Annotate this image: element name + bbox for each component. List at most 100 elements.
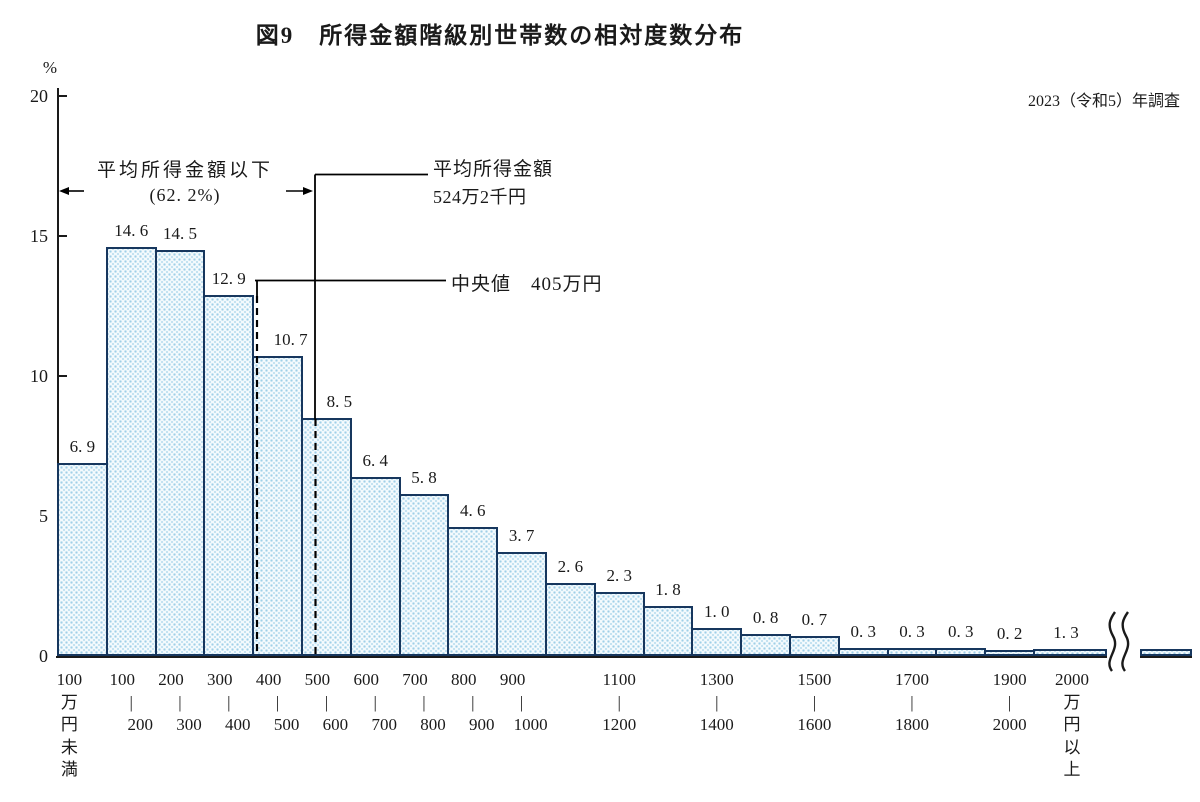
bar-value-label: 14. 5 — [163, 224, 197, 243]
x-axis-label-from: 900 — [499, 670, 526, 689]
bar — [105, 247, 157, 656]
x-axis-label-separator: | — [227, 692, 231, 712]
x-axis-label-to: 2000 — [992, 715, 1027, 734]
x-axis-label-char: 円 — [1063, 715, 1081, 734]
x-axis-label-char: 上 — [1063, 760, 1081, 779]
bar — [935, 647, 987, 656]
x-axis-line-after-break — [1140, 656, 1192, 658]
bar — [837, 647, 889, 656]
x-axis-label-separator: | — [324, 692, 329, 712]
x-axis-label-to: 200 — [127, 715, 153, 734]
bar-value-label: 0. 2 — [996, 624, 1023, 644]
y-axis-tick-label: 20 — [30, 86, 48, 106]
x-axis-label-from: 1300 — [699, 670, 734, 689]
x-axis-label-from: 400 — [255, 670, 282, 689]
bar — [203, 294, 255, 656]
x-axis-label-from: 1900 — [992, 670, 1027, 689]
bar — [593, 591, 645, 656]
x-axis-label-from: 1100 — [602, 670, 636, 689]
x-axis-label: 500 | 600 — [294, 669, 358, 737]
x-axis-label: 900 | 1000 — [490, 669, 554, 737]
bar-value-label: 10. 7 — [273, 330, 308, 350]
x-axis-label-separator: | — [129, 692, 133, 712]
x-axis-label-char: 万 — [60, 692, 78, 712]
x-axis-label-to: 1000 — [513, 715, 548, 734]
left-arrow-icon — [59, 187, 69, 195]
bar-value-label: 0. 8 — [752, 607, 779, 627]
x-axis-label-to: 1800 — [895, 715, 929, 734]
x-axis-label: 1300 | 1400 — [685, 669, 749, 737]
x-axis-label: 400 | 500 — [246, 669, 310, 737]
x-axis-label-to: 1400 — [699, 715, 734, 734]
x-axis-label-separator: | — [519, 692, 524, 712]
bar — [691, 628, 743, 656]
bar-value-label: 6. 9 — [69, 436, 96, 456]
x-axis-label-to: 800 — [420, 715, 446, 734]
bar-value-label: 0. 3 — [850, 621, 876, 641]
y-axis-tick-label: 10 — [30, 366, 48, 386]
y-axis-unit-label: % — [42, 58, 58, 77]
x-axis-label: 1700 | 1800 — [880, 669, 944, 737]
y-axis-tick-label: 0 — [39, 646, 48, 666]
x-axis-label-from: 200 — [158, 670, 184, 689]
below-mean-annotation-line1: 平均所得金額以下 — [96, 160, 273, 181]
bar-value-label: 5. 8 — [411, 467, 437, 487]
x-axis-label-char: 未 — [60, 737, 78, 757]
axis-break-icon — [1108, 611, 1117, 672]
x-axis-label-to: 500 — [273, 715, 300, 734]
x-axis-label: 2000 万円以上 — [1040, 669, 1104, 782]
bar-value-label: 3. 7 — [508, 526, 535, 546]
x-axis-label: 1900 | 2000 — [978, 669, 1042, 737]
bar — [57, 462, 108, 656]
x-axis-label-from: 100 — [109, 670, 135, 689]
y-axis-line — [57, 88, 59, 658]
bar — [642, 605, 694, 656]
x-axis-label-to: 900 — [469, 715, 495, 734]
y-axis-tick — [59, 235, 67, 237]
x-axis-label-char: 円 — [60, 715, 78, 734]
bar — [398, 493, 450, 656]
x-axis-label-from: 700 — [402, 670, 428, 689]
right-arrow-icon — [303, 187, 313, 195]
bar — [740, 633, 791, 656]
x-axis-label: 100 | 200 — [99, 669, 163, 737]
x-axis-label: 1100 | 1200 — [587, 669, 651, 737]
x-axis-label-from: 1500 — [797, 670, 832, 689]
bar — [252, 356, 303, 656]
mean-annotation-line1: 平均所得金額 — [433, 159, 554, 180]
axis-break-icon — [1121, 611, 1130, 672]
x-axis-label-char: 以 — [1063, 737, 1081, 757]
x-axis-label-separator: | — [715, 692, 719, 712]
bar-value-label: 14. 6 — [114, 221, 149, 241]
x-axis-label: 800 | 900 — [441, 669, 505, 737]
below-mean-annotation-line2: (62. 2%) — [149, 185, 221, 205]
x-axis-label-from: 1700 — [895, 670, 929, 689]
x-axis-label-char: 100 — [56, 670, 83, 689]
bar — [984, 650, 1035, 656]
x-axis-label-to: 1600 — [797, 715, 832, 734]
x-axis-label-char: 満 — [60, 760, 78, 779]
x-axis-label-from: 800 — [451, 670, 477, 689]
x-axis-label-to: 600 — [322, 715, 349, 734]
bar-value-label: 1. 0 — [704, 602, 730, 621]
x-axis-label: 700 | 800 — [392, 669, 456, 737]
bar-open-ended-after-break — [1140, 649, 1192, 656]
y-axis-tick — [59, 95, 67, 97]
x-axis-label-to: 1200 — [602, 715, 637, 734]
x-axis-label-separator: | — [422, 692, 426, 712]
x-axis-label-from: 300 — [207, 670, 233, 689]
bar-open-ended — [1033, 649, 1107, 656]
median-annotation: 中央値 405万円 — [451, 274, 603, 295]
bar-value-label: 1. 3 — [1053, 623, 1079, 642]
bar-value-label: 4. 6 — [460, 501, 486, 521]
x-axis-label-separator: | — [910, 692, 914, 712]
bar-value-label: 0. 7 — [801, 610, 828, 630]
y-axis-tick-label: 5 — [39, 506, 48, 526]
bar-value-label: 1. 8 — [655, 579, 681, 599]
chart-title: 図9 所得金額階級別世帯数の相対度数分布 — [255, 23, 745, 48]
x-axis-label-char: 万 — [1063, 692, 1081, 712]
x-axis-label-separator: | — [275, 692, 280, 712]
mean-annotation-line2: 524万2千円 — [433, 187, 527, 207]
bar — [789, 636, 840, 656]
